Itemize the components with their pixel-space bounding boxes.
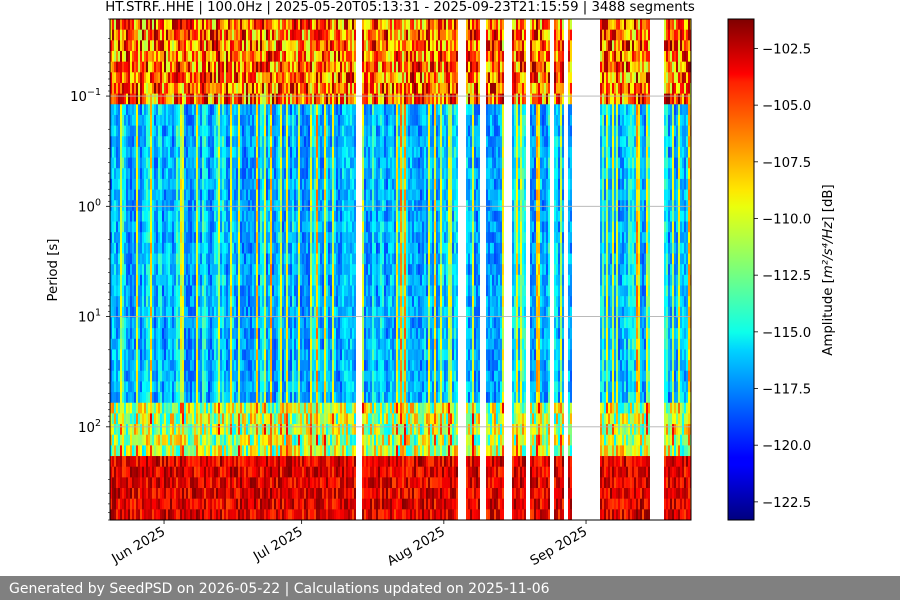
colorbar-label: Amplitude [m²/s⁴/Hz] [dB]	[821, 184, 836, 355]
colorbar-tick-label: −107.5	[762, 156, 811, 171]
y-tick-label: 100	[78, 197, 101, 215]
footer-bar: Generated by SeedPSD on 2026-05-22 | Cal…	[0, 576, 900, 600]
colorbar-tick-label: −122.5	[762, 496, 811, 511]
colorbar-tick-label: −112.5	[762, 269, 811, 284]
footer-text: Generated by SeedPSD on 2026-05-22 | Cal…	[9, 581, 550, 597]
colorbar-tick-label: −102.5	[762, 42, 811, 57]
x-tick-label: Jul 2025	[250, 524, 305, 565]
x-tick-label: Jun 2025	[109, 524, 168, 567]
chart-title: HT.STRF..HHE | 100.0Hz | 2025-05-20T05:1…	[105, 0, 695, 15]
colorbar-tick-label: −110.0	[762, 212, 811, 227]
y-tick-label: 101	[78, 308, 101, 326]
x-tick-label: Aug 2025	[385, 524, 448, 569]
colorbar-tick-label: −115.0	[762, 326, 811, 341]
x-axis: Jun 2025 Jul 2025 Aug 2025 Sep 2025	[109, 520, 590, 569]
colorbar-tick-label: −120.0	[762, 439, 811, 454]
colorbar-tick-label: −117.5	[762, 383, 811, 398]
x-tick-label: Sep 2025	[528, 524, 590, 569]
colorbar-ticks: −102.5 −105.0 −107.5 −110.0 −112.5 −115.0 −117…	[754, 42, 811, 510]
colorbar-tick-label: −105.0	[762, 99, 811, 114]
y-axis-label: Period [s]	[46, 239, 61, 302]
colorbar	[728, 19, 754, 520]
y-tick-label: 10−1	[70, 87, 101, 105]
y-tick-label: 102	[78, 418, 101, 436]
y-axis: 10−1 100 101 102	[70, 19, 110, 520]
